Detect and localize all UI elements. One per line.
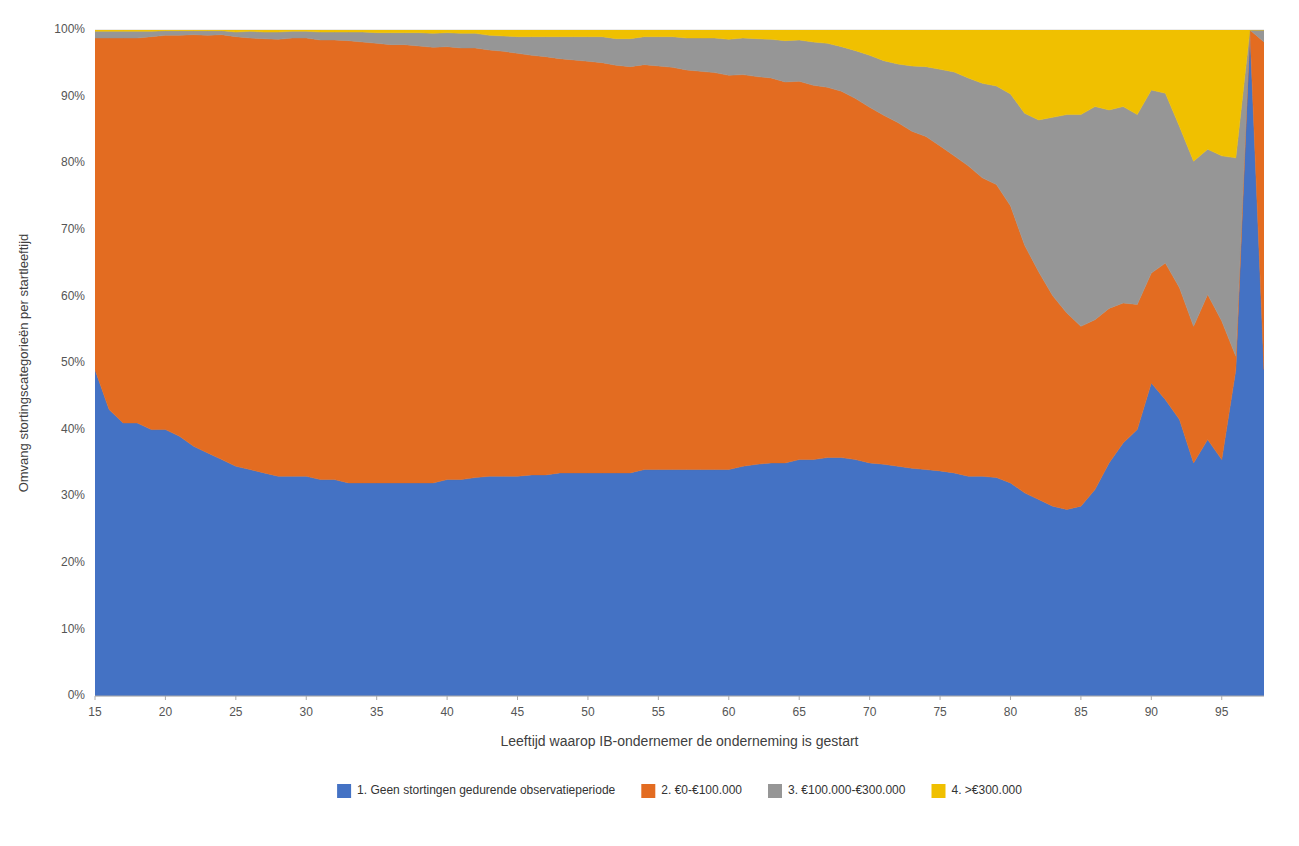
y-tick-label: 60% bbox=[61, 289, 85, 303]
y-tick-label: 30% bbox=[61, 488, 85, 502]
x-tick bbox=[1080, 696, 1081, 700]
x-tick-label: 50 bbox=[581, 705, 595, 719]
x-tick bbox=[95, 696, 96, 700]
x-tick-label: 20 bbox=[159, 705, 173, 719]
x-tick bbox=[799, 696, 800, 700]
x-tick bbox=[447, 696, 448, 700]
chart-svg: 0% 10% 20% 30% 40% 50% 60% 70% 80% 90% 100% 15 20 25 3… bbox=[0, 0, 1299, 846]
y-tick-label: 90% bbox=[61, 89, 85, 103]
x-tick-label: 55 bbox=[652, 705, 666, 719]
x-tick bbox=[1221, 696, 1222, 700]
legend-label: 1. Geen stortingen gedurende observatiep… bbox=[357, 783, 616, 797]
y-tick-label: 20% bbox=[61, 555, 85, 569]
area-series bbox=[95, 30, 1264, 356]
legend-swatch bbox=[932, 784, 946, 798]
legend: 1. Geen stortingen gedurende observatiep… bbox=[337, 783, 1022, 798]
legend-item: 1. Geen stortingen gedurende observatiep… bbox=[337, 783, 616, 798]
y-tick-label: 50% bbox=[61, 355, 85, 369]
area-series bbox=[95, 30, 1264, 161]
legend-label: 3. €100.000-€300.000 bbox=[788, 783, 906, 797]
x-tick-label: 30 bbox=[300, 705, 314, 719]
legend-label: 4. >€300.000 bbox=[952, 783, 1023, 797]
x-tick bbox=[1151, 696, 1152, 700]
y-tick-label: 0% bbox=[68, 688, 86, 702]
x-tick-labels: 15 20 25 30 35 40 45 50 55 60 65 70 75 80 85 90 95 bbox=[88, 696, 1228, 719]
x-tick-label: 15 bbox=[88, 705, 102, 719]
x-tick-label: 75 bbox=[933, 705, 947, 719]
area-series bbox=[95, 30, 1264, 510]
legend-swatch bbox=[337, 784, 351, 798]
y-tick-label: 100% bbox=[54, 22, 85, 36]
legend-swatch bbox=[641, 784, 655, 798]
y-tick-label: 70% bbox=[61, 222, 85, 236]
areas bbox=[95, 30, 1264, 696]
grid-line bbox=[95, 696, 1264, 697]
x-tick bbox=[1010, 696, 1011, 700]
legend-item: 2. €0-€100.000 bbox=[641, 783, 742, 798]
x-tick bbox=[517, 696, 518, 700]
y-tick-label: 80% bbox=[61, 155, 85, 169]
y-axis-label: Omvang stortingscategorieën per startlee… bbox=[16, 234, 31, 493]
x-tick-label: 60 bbox=[722, 705, 736, 719]
x-tick bbox=[869, 696, 870, 700]
x-axis-line bbox=[95, 696, 1264, 697]
legend-label: 2. €0-€100.000 bbox=[661, 783, 742, 797]
x-tick-label: 65 bbox=[793, 705, 807, 719]
legend-item: 4. >€300.000 bbox=[932, 783, 1023, 798]
y-tick-label: 40% bbox=[61, 422, 85, 436]
x-tick-label: 25 bbox=[229, 705, 243, 719]
y-tick-labels: 0% 10% 20% 30% 40% 50% 60% 70% 80% 90% 100% bbox=[54, 22, 85, 702]
legend-item: 3. €100.000-€300.000 bbox=[768, 783, 906, 798]
chart-container: 0% 10% 20% 30% 40% 50% 60% 70% 80% 90% 100% 15 20 25 3… bbox=[0, 0, 1299, 846]
x-tick-label: 35 bbox=[370, 705, 384, 719]
x-tick bbox=[658, 696, 659, 700]
x-tick-label: 80 bbox=[1004, 705, 1018, 719]
x-tick-label: 70 bbox=[863, 705, 877, 719]
x-tick bbox=[165, 696, 166, 700]
x-tick-label: 45 bbox=[511, 705, 525, 719]
y-tick-label: 10% bbox=[61, 622, 85, 636]
y-grid bbox=[95, 30, 1264, 696]
x-tick bbox=[376, 696, 377, 700]
x-axis-label: Leeftijd waarop IB-ondernemer de onderne… bbox=[501, 733, 859, 749]
area-series bbox=[95, 30, 1264, 696]
x-tick bbox=[306, 696, 307, 700]
x-tick bbox=[587, 696, 588, 700]
x-tick-label: 85 bbox=[1074, 705, 1088, 719]
x-tick-label: 95 bbox=[1215, 705, 1229, 719]
x-tick-label: 40 bbox=[440, 705, 454, 719]
x-tick-label: 90 bbox=[1145, 705, 1159, 719]
legend-swatch bbox=[768, 784, 782, 798]
x-tick bbox=[235, 696, 236, 700]
x-tick bbox=[940, 696, 941, 700]
x-tick bbox=[728, 696, 729, 700]
